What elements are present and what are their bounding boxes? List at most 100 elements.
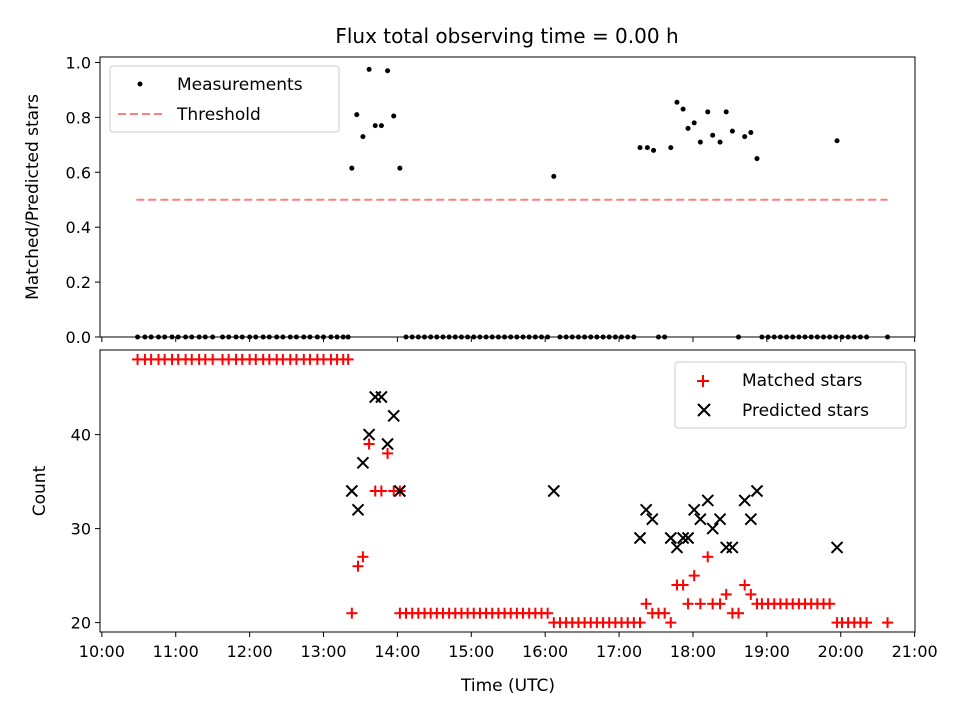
predicted-star-point bbox=[375, 390, 388, 404]
measurement-point bbox=[637, 145, 643, 151]
x-tick-label: 18:00 bbox=[670, 642, 716, 661]
legend-predicted-marker bbox=[697, 403, 711, 417]
predicted-star-point bbox=[744, 512, 758, 526]
matched-star-point bbox=[640, 598, 652, 610]
matched-star-point bbox=[733, 607, 745, 619]
matched-star-point bbox=[207, 353, 219, 365]
legend-matched-marker bbox=[697, 375, 709, 387]
y-tick-label: 20 bbox=[71, 614, 91, 633]
predicted-star-point bbox=[664, 531, 678, 545]
matched-star-point bbox=[882, 617, 894, 629]
measurement-point bbox=[378, 123, 384, 129]
bottom-legend: Matched stars Predicted stars bbox=[674, 361, 907, 429]
predicted-star-point bbox=[726, 541, 739, 554]
matched-star-point bbox=[375, 485, 387, 497]
bottom-y-ticks: 20 30 40 bbox=[71, 426, 100, 633]
matched-star-point bbox=[357, 551, 369, 563]
x-tick-label: 11:00 bbox=[153, 642, 199, 661]
measurement-point bbox=[674, 99, 680, 105]
top-y-ticks: 0.0 0.2 0.4 0.6 0.8 1.0 bbox=[66, 53, 100, 347]
matched-star-point bbox=[382, 447, 394, 459]
measurement-point bbox=[354, 112, 360, 118]
y-tick-label: 0.6 bbox=[66, 163, 91, 182]
bottom-y-axis-label: Count bbox=[30, 465, 50, 516]
top-legend: Measurements Threshold bbox=[109, 65, 340, 133]
x-tick-label: 13:00 bbox=[300, 642, 346, 661]
measurement-point bbox=[644, 145, 650, 151]
predicted-star-point bbox=[713, 512, 727, 526]
predicted-star-point bbox=[345, 484, 359, 498]
predicted-star-point bbox=[676, 531, 690, 545]
predicted-star-point bbox=[701, 494, 714, 507]
predicted-star-point bbox=[381, 437, 394, 451]
predicted-star-point bbox=[547, 484, 561, 498]
measurement-point bbox=[385, 68, 391, 74]
legend-matched-label: Matched stars bbox=[742, 371, 862, 391]
measurement-point bbox=[697, 139, 703, 145]
x-tick-label: 15:00 bbox=[448, 642, 494, 661]
matched-star-point bbox=[694, 598, 706, 610]
bottom-plot-area bbox=[132, 353, 894, 629]
y-tick-label: 40 bbox=[71, 426, 91, 445]
measurement-point bbox=[360, 134, 366, 140]
predicted-star-point bbox=[694, 512, 707, 526]
measurement-point bbox=[717, 139, 723, 145]
measurement-point bbox=[366, 66, 372, 72]
measurement-point bbox=[723, 109, 729, 115]
measurement-point bbox=[685, 125, 691, 131]
predicted-star-point bbox=[750, 484, 764, 498]
y-tick-label: 0.0 bbox=[66, 328, 91, 347]
top-x-ticks bbox=[101, 337, 916, 342]
matched-star-point bbox=[342, 353, 354, 365]
matched-star-point bbox=[702, 551, 714, 563]
predicted-star-point bbox=[351, 503, 365, 517]
y-tick-label: 30 bbox=[71, 520, 91, 539]
matched-star-point bbox=[363, 438, 375, 450]
matched-star-point bbox=[745, 588, 757, 600]
bottom-subplot: 20 30 40 10:00 11:00 12:00 13:00 14:00 15:00 16:… bbox=[30, 349, 938, 696]
top-axes-frame bbox=[99, 56, 916, 338]
predicted-star-point bbox=[387, 409, 400, 423]
measurement-point bbox=[651, 147, 657, 153]
predicted-star-point bbox=[681, 531, 695, 545]
measurement-point bbox=[691, 120, 697, 126]
top-subplot: 0.0 0.2 0.4 0.6 0.8 1.0 Matched/Predicted sta… bbox=[23, 53, 916, 347]
matched-star-point bbox=[739, 579, 751, 591]
matched-star-point bbox=[861, 617, 873, 629]
matched-star-point bbox=[682, 598, 694, 610]
x-tick-label: 21:00 bbox=[892, 642, 938, 661]
y-tick-label: 0.4 bbox=[66, 218, 91, 237]
x-tick-label: 12:00 bbox=[227, 642, 273, 661]
measurement-point bbox=[349, 165, 355, 171]
measurement-point bbox=[705, 109, 711, 115]
bottom-x-ticks: 10:00 11:00 12:00 13:00 14:00 15:00 16:00 17:00… bbox=[79, 632, 938, 661]
predicted-star-point bbox=[706, 522, 719, 535]
top-legend-box bbox=[109, 65, 340, 133]
measurement-point bbox=[710, 132, 716, 138]
top-y-axis-label: Matched/Predicted stars bbox=[23, 94, 43, 300]
legend-measurements-label: Measurements bbox=[177, 75, 303, 95]
x-tick-label: 17:00 bbox=[596, 642, 642, 661]
matched-star-point bbox=[346, 607, 358, 619]
matched-star-point bbox=[542, 607, 554, 619]
measurement-point bbox=[742, 134, 748, 140]
bottom-legend-box bbox=[674, 361, 907, 429]
legend-threshold-label: Threshold bbox=[176, 105, 261, 125]
matched-star-point bbox=[688, 570, 700, 582]
predicted-star-point bbox=[639, 503, 653, 517]
measurement-point bbox=[551, 173, 557, 179]
bottom-axes-frame bbox=[99, 349, 916, 633]
measurement-point bbox=[372, 123, 378, 129]
predicted-star-point bbox=[738, 494, 751, 507]
chart-title: Flux total observing time = 0.00 h bbox=[335, 24, 678, 48]
matched-star-point bbox=[677, 579, 689, 591]
predicted-star-point bbox=[393, 484, 407, 498]
legend-measurements-marker bbox=[137, 81, 143, 87]
matched-star-point bbox=[714, 598, 726, 610]
matched-star-point bbox=[352, 560, 364, 572]
y-tick-label: 0.2 bbox=[66, 273, 91, 292]
x-axis-label: Time (UTC) bbox=[460, 676, 555, 696]
predicted-star-point bbox=[830, 541, 844, 554]
measurement-point bbox=[834, 138, 840, 144]
